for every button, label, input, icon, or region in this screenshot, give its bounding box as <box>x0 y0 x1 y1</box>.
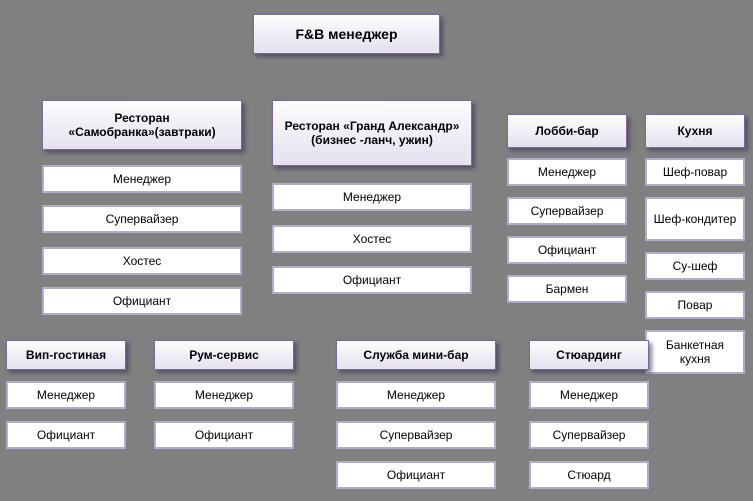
role-box-top-3-0: Шеф-повар <box>645 158 745 186</box>
role-box-top-2-0: Менеджер <box>507 158 627 186</box>
role-box-top-0-3: Официант <box>42 287 242 315</box>
dept-header-top-0: Ресторан «Самобранка»(завтраки) <box>42 100 242 150</box>
role-box-bottom-2-2: Официант <box>336 461 496 489</box>
role-box-top-2-1: Супервайзер <box>507 197 627 225</box>
root-header: F&B менеджер <box>253 14 440 54</box>
role-box-bottom-1-1: Официант <box>154 421 294 449</box>
role-box-top-2-2: Официант <box>507 236 627 264</box>
dept-header-bottom-1: Рум-сервис <box>154 340 294 370</box>
dept-header-top-3: Кухня <box>645 114 745 148</box>
role-box-top-0-2: Хостес <box>42 247 242 275</box>
role-box-top-0-0: Менеджер <box>42 165 242 193</box>
role-box-top-3-4: Банкетная кухня <box>645 330 745 374</box>
org-chart-canvas: F&B менеджер Ресторан «Самобранка»(завтра… <box>0 0 753 501</box>
role-box-top-0-1: Супервайзер <box>42 205 242 233</box>
dept-header-bottom-3: Стюардинг <box>529 340 649 370</box>
role-box-bottom-3-2: Стюард <box>529 461 649 489</box>
role-box-top-1-2: Официант <box>272 266 472 294</box>
role-box-bottom-2-0: Менеджер <box>336 381 496 409</box>
role-box-top-3-3: Повар <box>645 291 745 319</box>
role-box-top-1-1: Хостес <box>272 225 472 253</box>
role-box-bottom-0-1: Официант <box>6 421 126 449</box>
role-box-bottom-3-0: Менеджер <box>529 381 649 409</box>
role-box-bottom-1-0: Менеджер <box>154 381 294 409</box>
dept-header-top-2: Лобби-бар <box>507 114 627 148</box>
dept-header-bottom-2: Служба мини-бар <box>336 340 496 370</box>
role-box-bottom-0-0: Менеджер <box>6 381 126 409</box>
dept-header-top-1: Ресторан «Гранд Александр» (бизнес -ланч… <box>272 100 472 166</box>
role-box-top-1-0: Менеджер <box>272 183 472 211</box>
role-box-top-2-3: Бармен <box>507 275 627 303</box>
role-box-top-3-1: Шеф-кондитер <box>645 197 745 241</box>
dept-header-bottom-0: Вип-гостиная <box>6 340 126 370</box>
role-box-bottom-2-1: Супервайзер <box>336 421 496 449</box>
role-box-bottom-3-1: Супервайзер <box>529 421 649 449</box>
role-box-top-3-2: Су-шеф <box>645 252 745 280</box>
